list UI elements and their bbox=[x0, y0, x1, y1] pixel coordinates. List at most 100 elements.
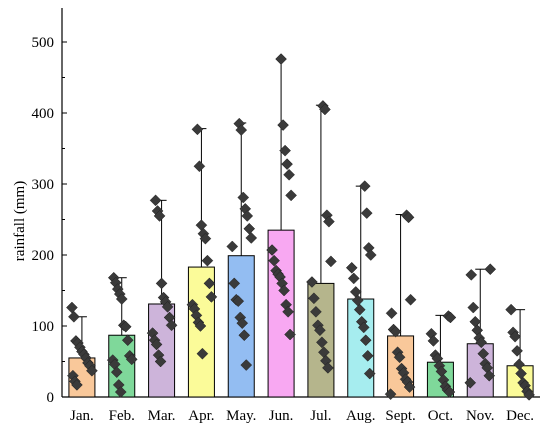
data-point bbox=[469, 315, 482, 328]
data-point bbox=[155, 277, 168, 290]
data-point bbox=[71, 379, 83, 391]
data-point bbox=[201, 254, 214, 267]
data-point bbox=[467, 301, 480, 314]
x-tick-label: Jul. bbox=[310, 408, 331, 424]
bar bbox=[347, 298, 375, 398]
x-tick-label: Sept. bbox=[385, 408, 415, 424]
data-point bbox=[509, 330, 521, 343]
data-point bbox=[228, 277, 241, 290]
data-point bbox=[277, 119, 289, 131]
data-point bbox=[193, 160, 206, 173]
data-point bbox=[110, 366, 123, 379]
y-tick-label: 0 bbox=[47, 390, 55, 406]
data-point bbox=[464, 376, 477, 389]
data-point bbox=[283, 168, 295, 181]
data-point bbox=[402, 211, 415, 224]
data-point bbox=[196, 347, 209, 360]
data-point bbox=[238, 329, 251, 342]
x-tick-label: Jun. bbox=[269, 408, 294, 424]
data-point bbox=[153, 210, 166, 222]
data-point bbox=[115, 293, 128, 305]
data-point bbox=[203, 277, 216, 290]
y-axis-title: rainfall (mm) bbox=[12, 181, 28, 261]
data-point bbox=[279, 144, 291, 157]
x-tick-label: Nov. bbox=[466, 408, 495, 424]
x-tick-label: Mar. bbox=[148, 408, 176, 424]
data-point bbox=[353, 303, 366, 316]
x-tick-label: Apr. bbox=[188, 408, 214, 424]
data-point bbox=[284, 328, 296, 341]
x-tick-label: May. bbox=[226, 408, 256, 424]
data-point bbox=[194, 320, 207, 332]
data-point bbox=[125, 353, 138, 366]
x-tick-label: Aug. bbox=[346, 408, 376, 424]
label-layer: rainfall (mm) 0 100 200 300 400 500 Jan. Feb. Ma… bbox=[12, 35, 534, 424]
data-point bbox=[149, 194, 162, 207]
data-point bbox=[316, 336, 328, 349]
data-point bbox=[121, 334, 134, 347]
data-point bbox=[236, 317, 249, 330]
data-point bbox=[114, 386, 127, 398]
data-point bbox=[465, 269, 478, 281]
data-point bbox=[241, 210, 254, 222]
data-point bbox=[523, 389, 535, 401]
data-point bbox=[345, 261, 358, 274]
data-point bbox=[511, 344, 523, 357]
data-point bbox=[475, 336, 488, 349]
bar-layer bbox=[68, 229, 534, 398]
data-point bbox=[275, 53, 287, 65]
data-point bbox=[232, 295, 245, 308]
data-point bbox=[404, 293, 417, 306]
x-tick-label: Feb. bbox=[109, 408, 135, 424]
data-point bbox=[359, 334, 372, 347]
data-point bbox=[325, 255, 337, 268]
data-point bbox=[310, 305, 322, 318]
data-point bbox=[237, 191, 250, 204]
data-point bbox=[323, 215, 335, 228]
data-point bbox=[226, 240, 239, 253]
data-point bbox=[278, 284, 290, 297]
data-point bbox=[195, 219, 208, 232]
data-point bbox=[306, 276, 318, 288]
data-point bbox=[357, 321, 370, 334]
data-point bbox=[66, 301, 78, 314]
data-point bbox=[161, 300, 174, 313]
data-point bbox=[484, 263, 497, 276]
data-point bbox=[68, 310, 80, 323]
data-point bbox=[266, 244, 278, 256]
data-point bbox=[483, 369, 496, 382]
data-point bbox=[308, 292, 320, 305]
data-point bbox=[384, 388, 397, 401]
data-point bbox=[86, 364, 98, 377]
error-bar-layer bbox=[76, 58, 526, 366]
bar bbox=[187, 266, 215, 398]
data-point bbox=[240, 359, 253, 371]
data-point bbox=[443, 386, 456, 398]
data-point bbox=[477, 347, 490, 360]
y-tick-label: 200 bbox=[32, 248, 55, 264]
data-point bbox=[165, 319, 178, 332]
x-tick-label: Jan. bbox=[70, 408, 94, 424]
data-point bbox=[154, 355, 167, 368]
data-point bbox=[385, 307, 398, 320]
data-point bbox=[427, 335, 440, 347]
data-point bbox=[199, 232, 212, 245]
data-point bbox=[319, 103, 331, 116]
data-point bbox=[245, 232, 258, 244]
y-tick-label: 500 bbox=[32, 35, 55, 51]
y-tick-label: 400 bbox=[32, 106, 55, 122]
data-point bbox=[322, 362, 334, 374]
data-point bbox=[191, 123, 204, 136]
data-point bbox=[119, 320, 132, 333]
data-point bbox=[268, 254, 280, 267]
y-tick-label: 300 bbox=[32, 177, 55, 193]
data-point bbox=[281, 158, 293, 170]
data-point bbox=[205, 291, 218, 303]
y-tick-label: 100 bbox=[32, 319, 55, 335]
data-point bbox=[505, 303, 517, 316]
data-point bbox=[282, 305, 294, 318]
data-point bbox=[361, 349, 374, 362]
data-point bbox=[444, 311, 457, 324]
